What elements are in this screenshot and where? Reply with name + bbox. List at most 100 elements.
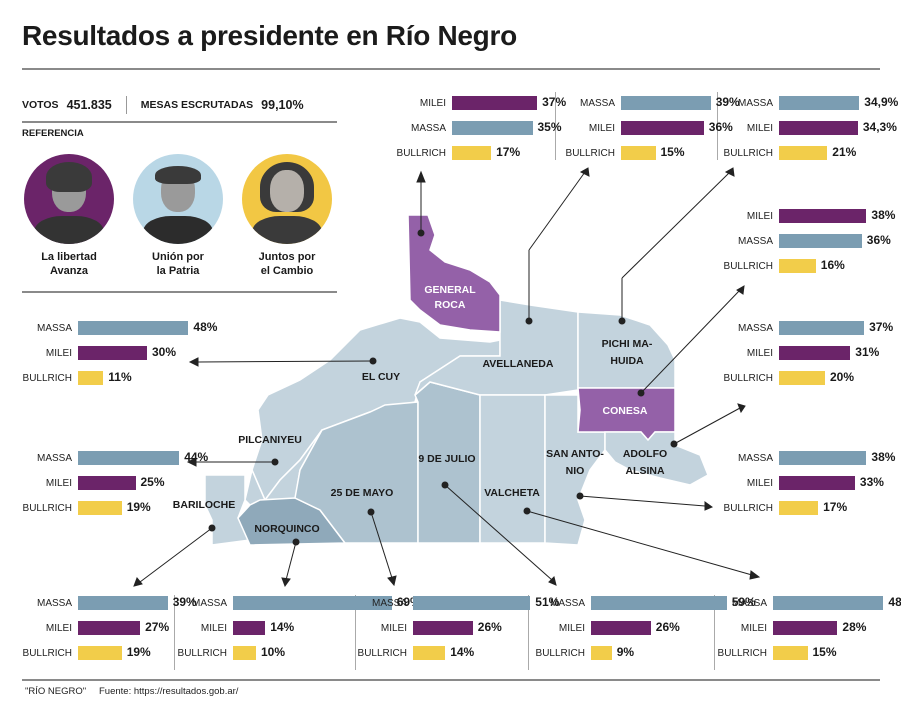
bar-massa <box>452 121 533 135</box>
result-row: MASSA 37% <box>0 320 901 336</box>
result-row: MILEI 27% <box>0 620 901 636</box>
percent-label: 20% <box>830 370 855 384</box>
percent-label: 9% <box>616 645 635 659</box>
bar-milei <box>773 621 838 635</box>
percent-label: 21% <box>832 145 857 159</box>
footer-source: Fuente: https://resultados.gob.ar/ <box>99 686 239 697</box>
bar-bullrich <box>452 146 492 160</box>
bar-bullrich <box>773 646 808 660</box>
region-25-de-mayo[interactable] <box>294 401 419 544</box>
bar-bullrich <box>779 501 819 515</box>
bar-massa <box>779 96 860 110</box>
percent-label: 39% <box>715 95 740 109</box>
map-labels: GENERAL ROCA AVELLANEDA PICHI MA- HUIDA … <box>173 284 667 535</box>
result-row: MASSA 44% <box>0 450 901 466</box>
candidate-label: MASSA <box>737 98 773 109</box>
votos-value: 451.835 <box>66 98 112 112</box>
percent-label: 14% <box>450 645 475 659</box>
percent-label: 44% <box>184 450 209 464</box>
bar-bullrich <box>621 146 656 160</box>
result-row: MILEI 38% <box>0 208 901 224</box>
result-row: BULLRICH 21% <box>0 145 901 161</box>
bar-massa <box>78 451 180 465</box>
bar-bullrich <box>78 501 122 515</box>
map-label-san-antonio-2: NIO <box>566 465 585 477</box>
map-label-pilcaniyeu: PILCANIYEU <box>238 434 302 446</box>
candidate-label: BULLRICH <box>177 648 227 659</box>
percent-label: 14% <box>270 620 295 634</box>
percent-label: 38% <box>871 450 896 464</box>
party-name: Juntos por el Cambio <box>258 251 316 277</box>
result-row: BULLRICH 15% <box>0 645 901 661</box>
candidate-bullrich: Juntos por el Cambio <box>240 154 334 278</box>
bar-milei <box>78 476 136 490</box>
candidate-label: MILEI <box>746 348 773 359</box>
bar-milei <box>413 621 473 635</box>
referencia-label: REFERENCIA <box>22 128 84 139</box>
separator <box>355 595 356 670</box>
separator <box>714 595 715 670</box>
result-row: MASSA 39% <box>0 95 901 111</box>
result-row: MASSA 51% <box>0 595 901 611</box>
candidate-milei: La libertad Avanza <box>22 154 116 278</box>
stats-bar: VOTOS 451.835 MESAS ESCRUTADAS 99,10% <box>22 96 318 114</box>
candidate-label: MASSA <box>579 98 615 109</box>
percent-label: 39% <box>172 595 197 609</box>
result-row: MASSA 36% <box>0 233 901 249</box>
candidate-massa: Unión por la Patria <box>131 154 225 278</box>
bar-bullrich <box>591 646 612 660</box>
region-valcheta[interactable] <box>479 394 546 544</box>
bar-massa <box>413 596 531 610</box>
bullrich-photo <box>242 154 332 244</box>
percent-label: 51% <box>535 595 560 609</box>
map-label-el-cuy: EL CUY <box>362 371 400 383</box>
percent-label: 30% <box>152 345 177 359</box>
percent-label: 38% <box>871 208 896 222</box>
bar-bullrich <box>413 646 446 660</box>
candidate-label: MILEI <box>746 211 773 222</box>
percent-label: 16% <box>820 258 845 272</box>
candidate-label: MASSA <box>737 323 773 334</box>
candidate-label: BULLRICH <box>565 148 615 159</box>
candidate-label: BULLRICH <box>723 373 773 384</box>
region-adolfo-alsina[interactable] <box>604 431 709 486</box>
bar-massa <box>78 596 168 610</box>
percent-label: 33% <box>859 475 884 489</box>
bar-milei <box>233 621 266 635</box>
percent-label: 15% <box>660 145 685 159</box>
bar-bullrich <box>779 146 828 160</box>
bar-massa <box>233 596 392 610</box>
percent-label: 36% <box>708 120 733 134</box>
bar-bullrich <box>78 646 122 660</box>
percent-label: 59% <box>731 595 756 609</box>
map-label-adolfo-alsina-2: ALSINA <box>625 465 665 477</box>
stats-separator <box>125 96 127 114</box>
result-row: BULLRICH 16% <box>0 258 901 274</box>
result-row: BULLRICH 17% <box>0 500 901 516</box>
result-row: MILEI 14% <box>0 620 901 636</box>
map-label-pichi-mahuida-2: HUIDA <box>610 355 644 367</box>
map-label-bariloche: BARILOCHE <box>173 499 235 511</box>
footer-note: "RÍO NEGRO" <box>25 686 87 697</box>
candidate-label: BULLRICH <box>535 648 585 659</box>
result-row: MILEI 30% <box>0 345 901 361</box>
massa-photo <box>133 154 223 244</box>
candidate-label: MILEI <box>419 98 446 109</box>
bar-milei <box>779 209 867 223</box>
milei-photo <box>24 154 114 244</box>
candidate-label: BULLRICH <box>22 648 72 659</box>
candidate-label: MASSA <box>36 598 72 609</box>
result-row: MILEI 28% <box>0 620 901 636</box>
region-general-roca[interactable] <box>407 214 501 333</box>
percent-label: 25% <box>140 475 165 489</box>
result-row: MASSA 48% <box>0 595 901 611</box>
percent-label: 17% <box>496 145 521 159</box>
result-row: MILEI 33% <box>0 475 901 491</box>
percent-label: 15% <box>812 645 837 659</box>
result-row: MILEI 34,3% <box>0 120 901 136</box>
bar-milei <box>779 121 858 135</box>
candidate-label: BULLRICH <box>723 261 773 272</box>
map-label-avellaneda: AVELLANEDA <box>483 358 554 370</box>
reference-divider <box>22 291 337 293</box>
bar-bullrich <box>78 371 104 385</box>
